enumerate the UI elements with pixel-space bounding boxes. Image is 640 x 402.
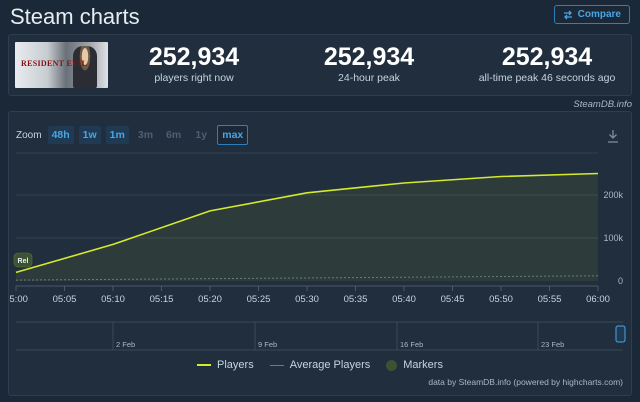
- navigator-label: 16 Feb: [400, 340, 423, 349]
- players-area: [16, 173, 598, 281]
- stat-value: 252,934: [148, 43, 240, 71]
- stat-label: all-time peak 46 seconds ago: [478, 72, 616, 84]
- navigator-handle: [615, 325, 626, 343]
- release-marker: [13, 252, 33, 268]
- y-tick-label: 100k: [603, 233, 623, 243]
- zoom-6m-button: 6m: [166, 129, 182, 141]
- compare-button[interactable]: Compare: [553, 5, 630, 24]
- zoom-48h-button[interactable]: 48h: [47, 126, 74, 144]
- x-tick-label: 06:00: [586, 294, 610, 305]
- x-tick-label: 05:10: [101, 294, 125, 305]
- x-tick-label: 05:15: [150, 294, 174, 305]
- compare-icon: [563, 10, 572, 19]
- legend-players-label: Players: [217, 359, 254, 371]
- zoom-1w-button[interactable]: 1w: [78, 126, 101, 144]
- x-tick-label: 05:05: [53, 294, 77, 305]
- stat-24h-peak: 252,934 24-hour peak: [304, 43, 434, 84]
- average-players-line: [15, 275, 599, 281]
- highcharts-credit[interactable]: data by SteamDB.info (powered by highcha…: [428, 377, 623, 387]
- release-marker-label: Rel: [18, 258, 29, 265]
- players-chart[interactable]: 0 100k 200k 05:00 05:05 05:10 05:15 05:20 05:25 0…: [9, 112, 631, 352]
- download-icon[interactable]: [607, 129, 619, 143]
- legend-markers-label: Markers: [403, 359, 443, 371]
- legend-markers-swatch: [386, 359, 398, 371]
- stat-value: 252,934: [501, 43, 593, 71]
- page-title: Steam charts: [10, 4, 140, 29]
- stat-label: 24-hour peak: [338, 72, 400, 84]
- legend-item-players[interactable]: Players: [197, 359, 254, 371]
- navigator-label: 2 Feb: [116, 340, 135, 349]
- zoom-label: Zoom: [16, 129, 42, 141]
- steamdb-credit[interactable]: SteamDB.info: [573, 99, 632, 110]
- x-tick-label: 05:20: [198, 294, 222, 305]
- navigator-label: 23 Feb: [541, 340, 564, 349]
- navigator-label: 9 Feb: [258, 340, 277, 349]
- thumbnail-title: RESIDENT EVIL: [21, 59, 88, 68]
- y-tick-label: 200k: [603, 190, 623, 200]
- x-tick-label: 05:35: [344, 294, 368, 305]
- zoom-3m-button: 3m: [137, 129, 154, 141]
- x-tick-label: 05:45: [441, 294, 465, 305]
- compare-label: Compare: [577, 9, 621, 20]
- stat-value: 252,934: [323, 43, 415, 71]
- chart-legend: Players Average Players Markers: [9, 359, 631, 371]
- x-tick-label: 05:00: [9, 294, 28, 305]
- legend-players-swatch: [197, 364, 212, 366]
- stat-label: players right now: [154, 72, 234, 84]
- zoom-1m-button[interactable]: 1m: [105, 126, 129, 144]
- y-tick-label: 0: [618, 276, 623, 286]
- zoom-1y-button: 1y: [195, 129, 208, 141]
- stat-all-time-peak: 252,934 all-time peak 46 seconds ago: [467, 43, 627, 84]
- legend-item-markers[interactable]: Markers: [386, 359, 443, 371]
- game-thumbnail[interactable]: RESIDENT EVIL: [15, 42, 108, 88]
- x-tick-label: 05:40: [392, 294, 416, 305]
- legend-item-average-players[interactable]: Average Players: [269, 359, 371, 371]
- x-tick-label: 05:50: [489, 294, 513, 305]
- x-tick-label: 05:30: [295, 294, 319, 305]
- thumbnail-figure: [73, 46, 97, 88]
- players-line: [15, 172, 599, 274]
- zoom-controls: Zoom 48h 1w 1m 3m 6m 1y max: [16, 125, 249, 145]
- chart-panel: Zoom 48h 1w 1m 3m 6m 1y max 0 100k 200k 05:…: [8, 111, 632, 396]
- stat-players-now: 252,934 players right now: [129, 43, 259, 84]
- legend-average-swatch: [269, 364, 284, 366]
- legend-average-label: Average Players: [289, 359, 371, 371]
- stats-panel: RESIDENT EVIL 252,934 players right now …: [8, 34, 632, 96]
- x-tick-label: 05:55: [538, 294, 562, 305]
- x-tick-label: 05:25: [247, 294, 271, 305]
- zoom-max-button[interactable]: max: [217, 125, 249, 145]
